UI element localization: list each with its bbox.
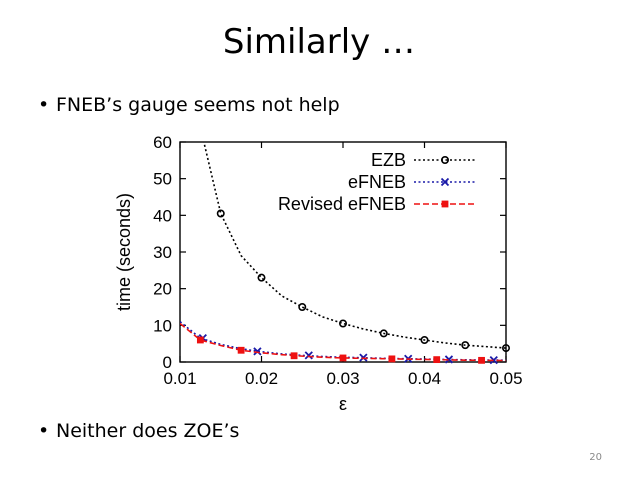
y-tick-label: 40 <box>153 206 172 225</box>
series-1-point <box>216 209 225 218</box>
series-1-point <box>461 341 470 350</box>
legend-label-2: eFNEB <box>348 172 406 192</box>
bullet-symbol: • <box>38 94 50 116</box>
y-tick-label: 20 <box>153 280 172 299</box>
x-tick-label: 0.03 <box>326 369 359 388</box>
series-2-point <box>304 351 313 360</box>
bullet-text-1: FNEB’s gauge seems not help <box>56 94 340 116</box>
y-tick-label: 10 <box>153 316 172 335</box>
y-axis-label: time (seconds) <box>114 193 134 311</box>
legend-label-3: Revised eFNEB <box>278 194 406 214</box>
bullet-item-2: • Neither does ZOE’s <box>38 420 239 442</box>
page-number: 20 <box>589 452 602 463</box>
series-1-point <box>420 336 429 345</box>
slide-title: Similarly … <box>222 22 416 62</box>
x-tick-label: 0.05 <box>489 369 522 388</box>
series-3-point <box>196 336 204 344</box>
series-3-point <box>339 354 347 362</box>
y-tick-label: 60 <box>153 133 172 152</box>
bullet-symbol: • <box>38 420 50 442</box>
series-1-point <box>501 344 510 353</box>
series-2-point <box>253 347 262 356</box>
series-line-2 <box>180 321 506 361</box>
series-2-point <box>489 356 498 365</box>
y-tick-label: 0 <box>163 353 172 372</box>
series-3-point <box>478 356 485 364</box>
series-1-point <box>339 319 348 328</box>
legend-marker-2 <box>440 177 450 187</box>
legend-marker-3 <box>441 200 449 208</box>
series-3-point <box>290 352 298 360</box>
y-tick-label: 50 <box>153 170 172 189</box>
series-2-point <box>444 355 454 364</box>
plot-frame <box>179 141 507 363</box>
x-axis-label: ε <box>339 394 347 414</box>
bullet-text-2: Neither does ZOE’s <box>56 420 240 442</box>
legend-marker-1 <box>440 155 449 164</box>
series-1-point <box>257 273 266 282</box>
series-1-point <box>298 303 307 312</box>
series-1-point <box>379 329 388 338</box>
series-line-1 <box>203 142 506 349</box>
x-tick-label: 0.01 <box>163 369 196 388</box>
x-tick-label: 0.04 <box>408 369 441 388</box>
legend-label-1: EZB <box>371 150 406 170</box>
series-3-point <box>433 356 441 364</box>
bullet-item-1: • FNEB’s gauge seems not help <box>38 94 340 116</box>
series-3-point <box>388 355 396 363</box>
x-tick-label: 0.02 <box>245 369 278 388</box>
y-tick-label: 30 <box>153 243 172 262</box>
time-vs-epsilon-chart: 0 10 20 30 40 50 60 0.01 0.02 0.03 0.04 0.05 time (s… <box>114 133 523 414</box>
series-line-3 <box>180 322 506 362</box>
series-3-point <box>237 346 245 354</box>
